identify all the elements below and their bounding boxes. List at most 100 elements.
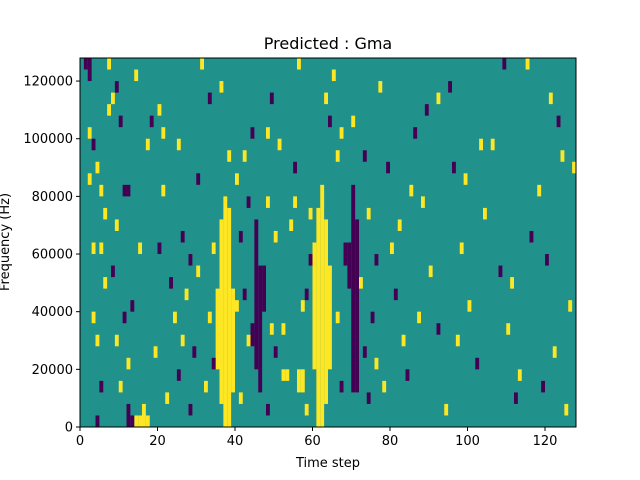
heatmap-cell-low: [413, 127, 418, 139]
heatmap-cell-high: [157, 104, 162, 116]
plot-frame: [79, 57, 577, 428]
heatmap-cell-low: [343, 242, 348, 266]
heatmap-cell-high: [359, 277, 363, 289]
heatmap-cell-low: [192, 346, 197, 358]
heatmap-cell-high: [246, 334, 251, 347]
heatmap-cell-low: [211, 357, 216, 370]
heatmap-cell-low: [448, 81, 452, 93]
heatmap-cell-high: [196, 265, 201, 278]
heatmap-cell-high: [138, 415, 142, 427]
heatmap-cell-high: [351, 115, 356, 128]
heatmap-cell-high: [281, 369, 286, 381]
heatmap-cell-low: [347, 242, 352, 289]
heatmap-cell-high: [95, 161, 100, 174]
heatmap-cell-low: [405, 369, 410, 381]
heatmap-cell-high: [300, 369, 305, 393]
heatmap-cell-high: [455, 334, 460, 347]
heatmap-cell-low: [188, 254, 193, 266]
heatmap-cell-high: [366, 207, 371, 220]
heatmap-cell-low: [304, 288, 309, 301]
heatmap-cell-high: [204, 380, 208, 393]
y-axis-label: Frequency (Hz): [0, 193, 13, 291]
heatmap-cell-high: [459, 242, 464, 255]
heatmap-cell-high: [215, 288, 220, 370]
heatmap-cell-high: [87, 127, 92, 139]
heatmap-cell-high: [428, 265, 433, 278]
heatmap-cell-low: [362, 346, 367, 358]
heatmap-cell-high: [138, 242, 142, 255]
heatmap-cell-high: [153, 346, 158, 358]
heatmap-cell-high: [397, 219, 402, 231]
heatmap-cell-low: [122, 311, 127, 324]
y-axis: 0 20000 40000 60000 80000 100000 120000: [23, 75, 80, 436]
heatmap-cell-low: [293, 161, 297, 174]
heatmap-cell-low: [362, 150, 367, 162]
heatmap-cell-high: [335, 150, 340, 162]
x-tick-label: 40: [227, 434, 244, 449]
heatmap-cell-high: [331, 69, 336, 82]
heatmap-cell-low: [502, 58, 507, 70]
heatmap-cell-high: [297, 369, 301, 393]
heatmap-cell-high: [490, 138, 495, 151]
heatmap-cell-high: [285, 369, 290, 381]
heatmap-cell-high: [114, 219, 119, 231]
heatmap-cell-high: [207, 311, 212, 324]
heatmap-cell-high: [223, 196, 228, 427]
heatmap-cell-low: [386, 161, 390, 174]
heatmap-cell-low: [242, 288, 247, 301]
heatmap-cell-high: [537, 184, 542, 197]
heatmap-cell-low: [273, 346, 278, 358]
x-axis-label: Time step: [295, 456, 360, 471]
heatmap-cell-low: [126, 184, 131, 197]
heatmap-cell-high: [374, 357, 379, 370]
heatmap-cell-high: [161, 127, 166, 139]
heatmap-cell-high: [289, 219, 294, 231]
x-axis: 0 20 40 60 80 100 120: [76, 427, 557, 449]
heatmap-cell-high: [211, 242, 216, 255]
heatmap-cell-high: [134, 415, 139, 427]
heatmap-cell-high: [235, 173, 239, 185]
heatmap-cell-high: [111, 92, 115, 105]
heatmap-cell-low: [366, 392, 371, 404]
heatmap-cell-low: [118, 115, 123, 128]
heatmap-cell-high: [145, 415, 150, 427]
y-tick-label: 20000: [32, 363, 73, 378]
heatmap-cell-high: [184, 288, 189, 301]
heatmap-cell-low: [196, 173, 201, 185]
heatmap-cell-high: [510, 277, 514, 289]
heatmap-cell-low: [87, 58, 92, 82]
heatmap-cell-low: [475, 357, 480, 370]
heatmap-cell-high: [552, 346, 557, 358]
heatmap-cell-low: [514, 392, 518, 404]
x-tick-label: 80: [382, 434, 399, 449]
heatmap-cell-low: [126, 403, 131, 427]
heatmap-cell-low: [250, 127, 255, 139]
heatmap-cell-high: [95, 334, 100, 347]
heatmap-cell-low: [269, 92, 274, 105]
heatmap-cell-low: [393, 288, 398, 301]
y-tick-label: 100000: [23, 132, 73, 147]
heatmap-cell-low: [250, 323, 255, 347]
heatmap-cell-high: [316, 207, 321, 427]
heatmap-cell-high: [269, 323, 274, 335]
heatmap-cell-high: [339, 127, 344, 139]
heatmap-cell-high: [180, 334, 185, 347]
y-tick-label: 120000: [23, 75, 73, 90]
heatmap-cell-high: [308, 207, 313, 220]
x-tick-label: 60: [304, 434, 321, 449]
heatmap-cell-low: [188, 403, 193, 416]
heatmap-cell-low: [95, 415, 100, 427]
heatmap-cell-high: [219, 81, 224, 93]
heatmap-cell-low: [328, 115, 332, 128]
heatmap-cell-low: [246, 196, 251, 208]
heatmap-cell-high: [99, 184, 104, 197]
heatmap-cell-high: [126, 357, 131, 370]
heatmap-cell-high: [382, 380, 387, 393]
heatmap-cell-high: [436, 92, 441, 105]
heatmap-cell-low: [83, 58, 88, 70]
heatmap-cell-high: [421, 196, 425, 208]
heatmap-cell-high: [145, 138, 150, 151]
heatmap-cell-high: [467, 300, 472, 312]
heatmap-cell-low: [452, 161, 456, 174]
heatmap-cell-high: [506, 323, 511, 335]
